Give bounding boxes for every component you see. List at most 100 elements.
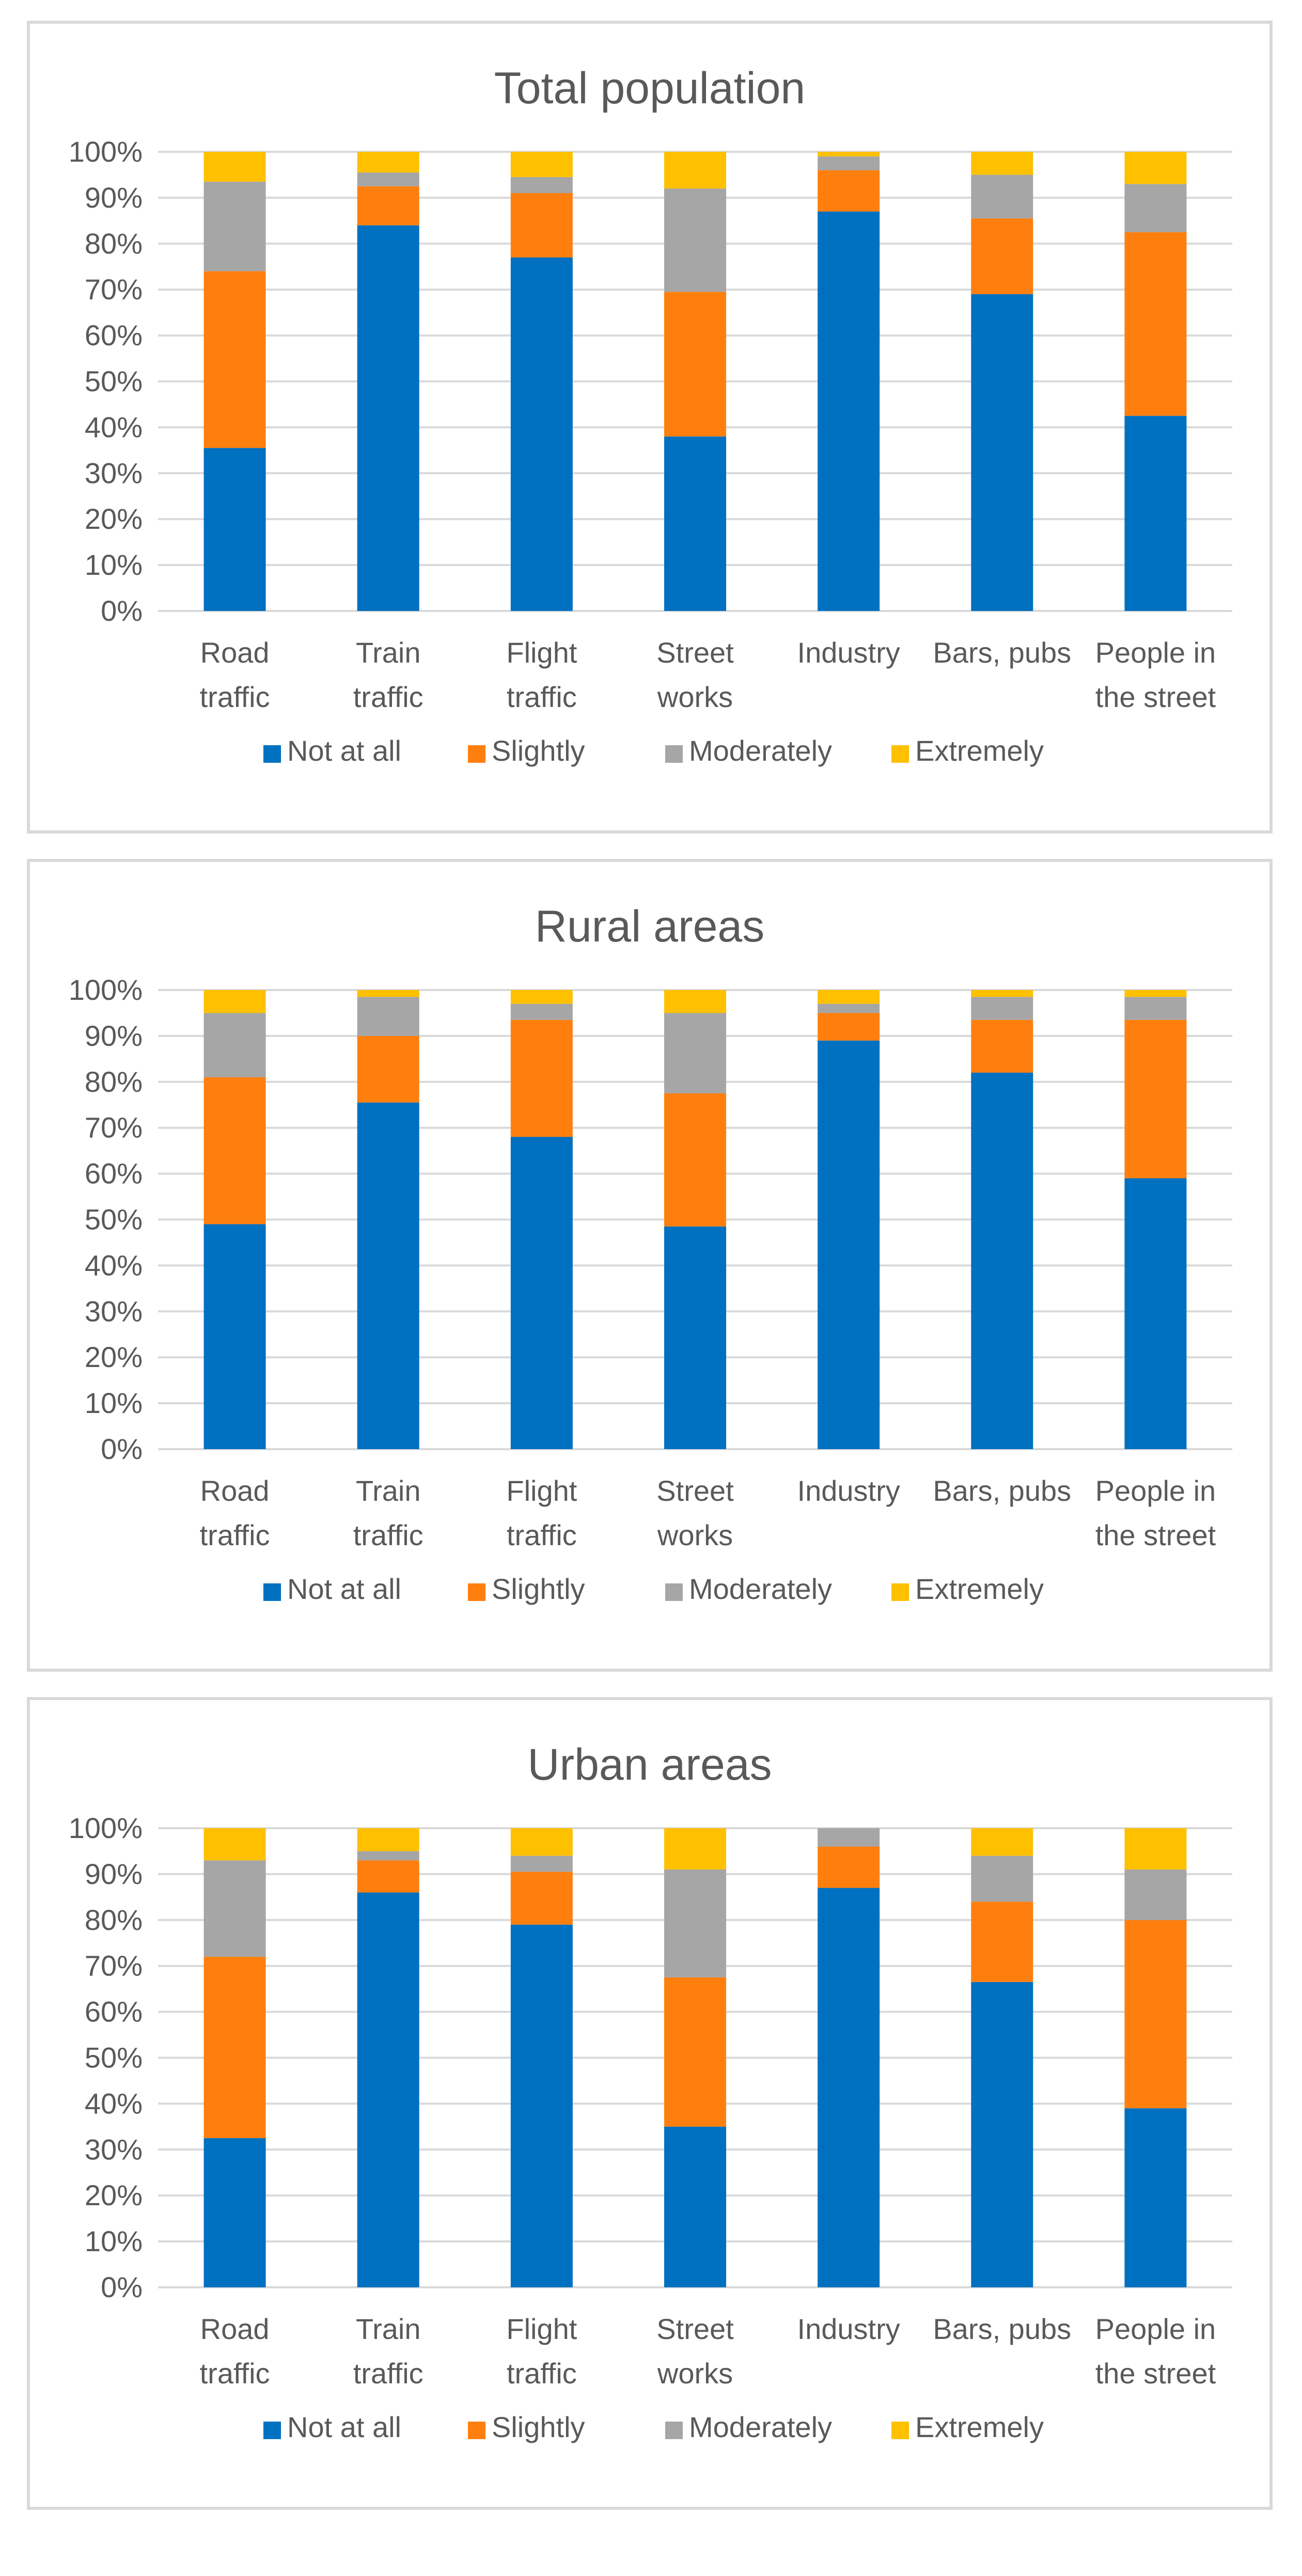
bar-segment-extremely [1124,152,1187,184]
bar-segment-slightly [357,1035,419,1103]
x-category-label: People in [1095,636,1216,669]
x-category-label: Street [656,1474,734,1507]
bar-segment-moderately [664,189,726,292]
bar-segment-extremely [357,152,419,173]
bar-segment-extremely [1124,1828,1187,1870]
bar-segment-slightly [357,1860,419,1893]
bar-segment-slightly [818,1846,880,1888]
bar-segment-extremely [510,990,573,1004]
x-category-label: traffic [507,681,577,713]
bar-segment-slightly [971,1019,1033,1073]
bar-segment-slightly [1124,1019,1187,1179]
bar-segment-extremely [818,990,880,1004]
bar-segment-not-at-all [510,257,573,611]
bar-segment-slightly [1124,1920,1187,2109]
bar-segment-not-at-all [818,211,880,611]
bar-segment-not-at-all [664,436,726,611]
x-category-label: traffic [353,681,423,713]
bar-segment-extremely [664,990,726,1013]
chart-panel-rural-areas: Rural areas 0% 10% 20% 30% 40% 50% 60% 70% 80% 90%… [27,859,1273,1672]
x-category-label: traffic [353,1519,423,1551]
legend-label-extremely: Extremely [915,734,1044,767]
x-category-label: Road [200,2313,270,2345]
chart-panel-total-population: Total population 0% 10% 20% 30% 40% 50% 60% 70% 8… [27,21,1273,834]
bar-segment-moderately [357,997,419,1036]
bar-segment-not-at-all [971,294,1033,611]
x-category-label: Train [356,1474,421,1507]
bar-segment-not-at-all [1124,1178,1187,1449]
x-category-label: Train [356,636,421,669]
legend-swatch-slightly [468,745,485,763]
legend-label-not-at-all: Not at all [287,1573,401,1605]
bar-segment-not-at-all [203,2138,266,2287]
x-category-label: Road [200,1474,270,1507]
bar-segment-not-at-all [510,1137,573,1449]
x-category-label: Street [656,2313,734,2345]
bar-segment-slightly [510,1872,573,1925]
bar-segment-slightly [664,292,726,437]
y-tick-label: 80% [85,1904,143,1936]
legend-swatch-extremely [891,745,909,763]
x-category-label: Bars, pubs [933,1474,1071,1507]
y-tick-label: 10% [85,2225,143,2257]
legend-label-moderately: Moderately [689,2411,832,2443]
y-tick-label: 90% [85,1858,143,1890]
bar-segment-not-at-all [1124,2108,1187,2287]
bar-segment-slightly [971,218,1033,294]
y-tick-label: 10% [85,1387,143,1419]
y-tick-label: 20% [85,2179,143,2211]
bar-segment-not-at-all [357,1892,419,2287]
x-category-label: the street [1095,1519,1216,1551]
x-category-label: Flight [506,1474,577,1507]
x-category-label: Flight [506,636,577,669]
bar-segment-slightly [203,271,266,448]
x-category-label: traffic [507,2357,577,2390]
bar-segment-moderately [1124,184,1187,232]
x-category-label: traffic [200,681,270,713]
bar-segment-extremely [971,1828,1033,1856]
legend-label-not-at-all: Not at all [287,2411,401,2443]
bar-segment-moderately [357,172,419,186]
legend-swatch-extremely [891,2422,909,2439]
y-tick-label: 60% [85,1157,143,1190]
x-category-label: traffic [507,1519,577,1551]
x-category-label: works [657,681,733,713]
bar-segment-slightly [664,1093,726,1227]
bar-segment-slightly [1124,232,1187,416]
y-tick-label: 30% [85,1295,143,1327]
legend-swatch-not-at-all [263,1583,281,1601]
x-category-label: works [657,1519,733,1551]
chart-title: Total population [494,64,805,113]
y-tick-label: 70% [85,273,143,306]
x-category-label: Bars, pubs [933,2313,1071,2345]
bar-segment-not-at-all [818,1888,880,2287]
legend-swatch-extremely [891,1583,909,1601]
x-category-label: Street [656,636,734,669]
legend-swatch-slightly [468,2422,485,2439]
y-tick-label: 70% [85,1950,143,1982]
bar-segment-not-at-all [971,1073,1033,1449]
chart-title: Rural areas [535,902,765,951]
legend-swatch-not-at-all [263,745,281,763]
bar-segment-extremely [664,1828,726,1870]
y-tick-label: 100% [69,973,143,1006]
bar-segment-moderately [203,1860,266,1957]
legend-label-extremely: Extremely [915,2411,1044,2443]
chart-total-population: Total population 0% 10% 20% 30% 40% 50% 60% 70% 8… [69,64,1232,767]
bar-segment-moderately [1124,997,1187,1020]
y-tick-label: 40% [85,2087,143,2119]
x-category-label: Bars, pubs [933,636,1071,669]
bar-segment-slightly [203,1956,266,2139]
x-category-label: works [657,2357,733,2390]
chart-urban-areas: Urban areas 0% 10% 20% 30% 40% 50% 60% 70% 80% 90%… [69,1740,1232,2443]
legend-label-moderately: Moderately [689,1573,832,1605]
x-category-label: Road [200,636,270,669]
bar-segment-extremely [203,1828,266,1861]
x-category-label: Flight [506,2313,577,2345]
bar-segment-slightly [971,1902,1033,1982]
chart-panel-urban-areas: Urban areas 0% 10% 20% 30% 40% 50% 60% 70% 80% 90%… [27,1697,1273,2510]
x-category-label: Train [356,2313,421,2345]
bar-segment-moderately [818,1828,880,1847]
y-tick-label: 0% [101,2271,143,2303]
y-tick-label: 50% [85,365,143,398]
